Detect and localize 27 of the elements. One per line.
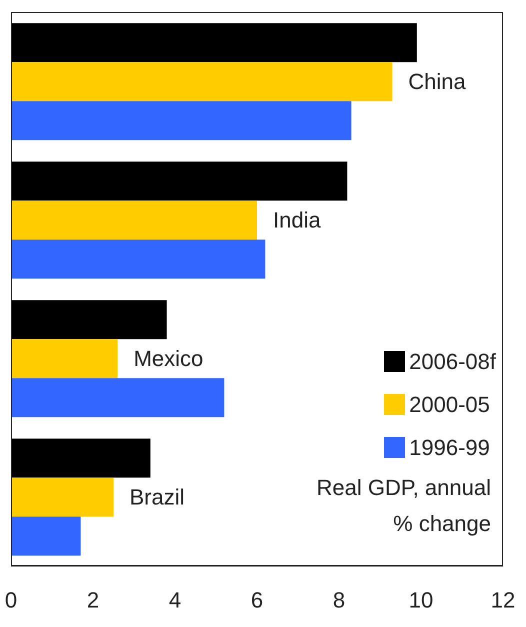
bar <box>11 200 257 240</box>
x-tick-label: 10 <box>408 588 434 613</box>
bar <box>11 240 266 279</box>
x-tick-label: 2 <box>86 588 100 613</box>
bar <box>11 478 114 517</box>
bar <box>11 516 81 556</box>
x-tick-label: 8 <box>332 588 346 613</box>
bar <box>11 101 352 140</box>
bar <box>11 162 348 201</box>
bar <box>11 23 417 62</box>
x-tick-label: 12 <box>490 588 516 613</box>
bar <box>11 378 224 418</box>
x-tick-label: 4 <box>168 588 182 613</box>
y-tick-label: Mexico <box>134 346 204 372</box>
x-tick-label: 6 <box>250 588 264 613</box>
x-tick-label: 0 <box>4 588 18 613</box>
annotation: Real GDP, annual % change <box>316 474 491 538</box>
bar <box>11 339 118 378</box>
y-tick-label: Brazil <box>130 484 185 510</box>
legend-label: 1996-99 <box>409 434 490 460</box>
y-tick-label: India <box>273 208 322 233</box>
legend-label: 2000-05 <box>409 392 490 418</box>
bar <box>11 300 167 340</box>
legend-label: 2006-08f <box>409 348 496 374</box>
bar <box>11 62 392 102</box>
y-tick-label: China <box>408 69 467 94</box>
bar <box>11 438 150 478</box>
